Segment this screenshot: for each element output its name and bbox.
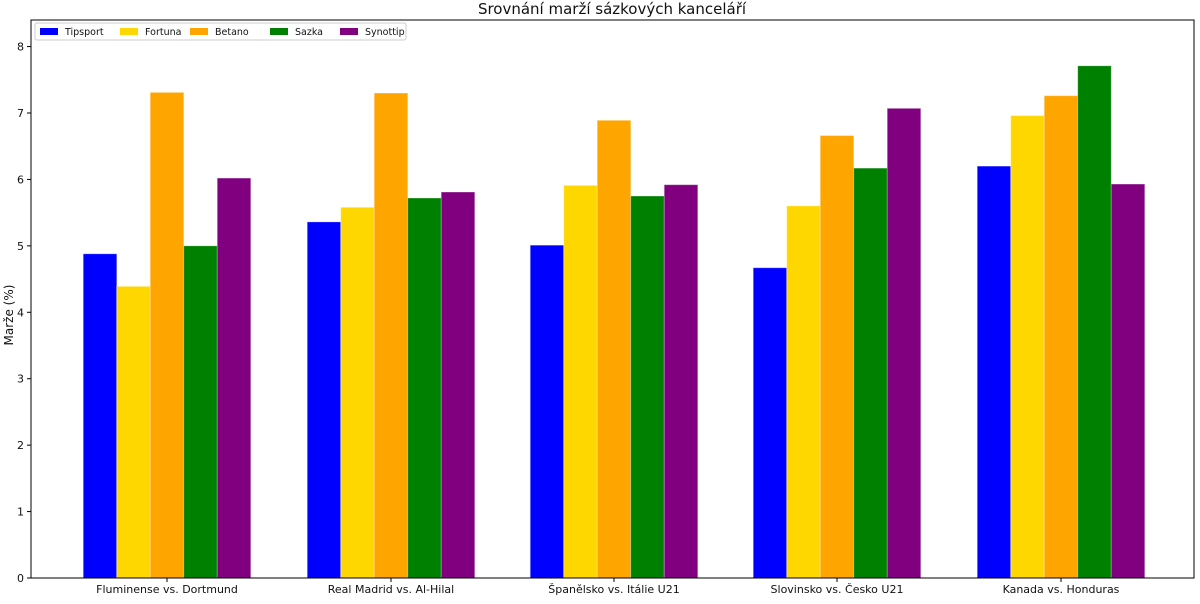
bar-sazka-1 xyxy=(183,245,218,579)
bar-fortuna-3 xyxy=(563,184,598,579)
bar-fortuna-2 xyxy=(340,206,375,579)
y-tick-label: 2 xyxy=(17,439,24,452)
bar-sazka-3 xyxy=(630,195,665,579)
bar-synottip-2 xyxy=(440,191,476,579)
x-tick-label: Real Madrid vs. Al-Hilal xyxy=(328,583,454,596)
x-tick-label: Fluminense vs. Dortmund xyxy=(96,583,238,596)
bar-tipsport-3 xyxy=(529,244,565,579)
legend-label-synottip: Synottip xyxy=(365,27,405,38)
bar-fortuna-1 xyxy=(116,285,151,579)
bar-synottip-1 xyxy=(216,177,252,579)
bar-tipsport-1 xyxy=(82,253,118,579)
plot-frame xyxy=(30,19,1195,579)
bar-synottip-5 xyxy=(1110,183,1146,579)
legend-swatch-synottip xyxy=(340,28,358,35)
legend: Tipsport Fortuna Betano Sazka Synottip xyxy=(34,22,407,41)
y-axis-ticks: 0 1 2 3 4 5 6 7 8 xyxy=(17,41,31,585)
legend-label-sazka: Sazka xyxy=(295,27,323,38)
bar-synottip-3 xyxy=(663,184,699,579)
y-tick-label: 4 xyxy=(17,306,24,319)
bar-fortuna-4 xyxy=(786,205,821,579)
chart-title: Srovnání marží sázkových kanceláří xyxy=(478,0,747,18)
bar-betano-4 xyxy=(819,135,855,579)
bar-tipsport-5 xyxy=(976,165,1012,579)
x-axis-ticks: Fluminense vs. Dortmund Real Madrid vs. A… xyxy=(96,578,1120,596)
y-axis-title: Marže (%) xyxy=(2,285,16,346)
bar-tipsport-4 xyxy=(752,267,788,579)
y-tick-label: 5 xyxy=(17,240,24,253)
y-tick-label: 7 xyxy=(17,107,24,120)
x-tick-label: Slovinsko vs. Česko U21 xyxy=(771,583,904,596)
bar-fortuna-5 xyxy=(1010,115,1045,579)
y-tick-label: 8 xyxy=(17,41,24,54)
bar-sazka-4 xyxy=(853,167,888,579)
bar-betano-5 xyxy=(1043,95,1079,579)
bar-betano-2 xyxy=(373,92,409,579)
y-tick-label: 3 xyxy=(17,373,24,386)
bar-sazka-5 xyxy=(1077,65,1112,579)
bar-betano-1 xyxy=(149,91,185,579)
legend-label-betano: Betano xyxy=(215,27,249,38)
bar-tipsport-2 xyxy=(306,221,342,579)
plot-area xyxy=(82,65,1146,579)
bar-synottip-4 xyxy=(886,107,922,579)
legend-label-fortuna: Fortuna xyxy=(145,27,181,38)
legend-swatch-fortuna xyxy=(120,28,138,35)
legend-swatch-sazka xyxy=(270,28,288,35)
bar-sazka-2 xyxy=(407,197,442,579)
bar-betano-3 xyxy=(596,119,632,579)
x-tick-label: Španělsko vs. Itálie U21 xyxy=(548,583,679,596)
legend-swatch-tipsport xyxy=(40,28,58,35)
y-tick-label: 1 xyxy=(17,506,24,519)
y-tick-label: 0 xyxy=(17,572,24,585)
y-tick-label: 6 xyxy=(17,173,24,186)
legend-frame xyxy=(34,22,407,41)
legend-swatch-betano xyxy=(190,28,208,35)
x-tick-label: Kanada vs. Honduras xyxy=(1003,583,1120,596)
legend-label-tipsport: Tipsport xyxy=(64,27,104,38)
